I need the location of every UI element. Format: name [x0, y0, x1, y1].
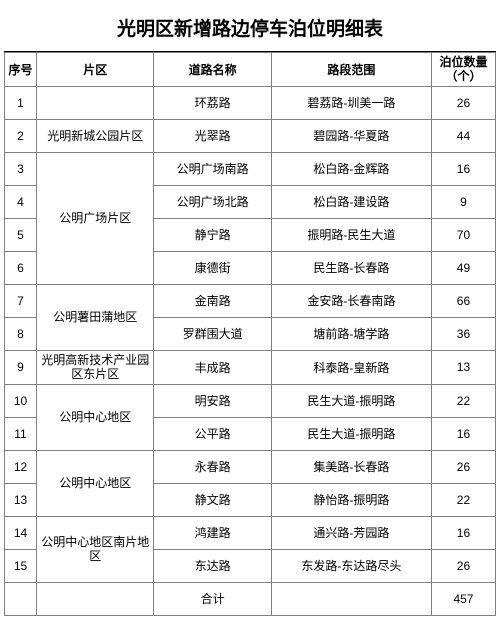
cell-range: 民生大道-振明路	[271, 384, 431, 417]
cell-seq: 1	[5, 86, 37, 119]
cell-road: 罗群围大道	[154, 317, 271, 350]
cell-range: 松白路-金辉路	[271, 152, 431, 185]
cell-range: 松白路-建设路	[271, 185, 431, 218]
cell-count: 66	[431, 284, 495, 317]
header-count: 泊位数量（个）	[431, 53, 495, 87]
cell-total-value: 457	[431, 582, 495, 615]
table-row: 7公明薯田蒲地区金南路金安路-长春南路66	[5, 284, 496, 317]
cell-seq: 5	[5, 218, 37, 251]
header-row: 序号 片区 道路名称 路段范围 泊位数量（个）	[5, 53, 496, 87]
cell-road: 永春路	[154, 450, 271, 483]
table-row: 3公明广场片区公明广场南路松白路-金辉路16	[5, 152, 496, 185]
cell-road: 光翠路	[154, 119, 271, 152]
cell-area	[37, 86, 154, 119]
cell-road: 明安路	[154, 384, 271, 417]
cell-range: 静怡路-振明路	[271, 483, 431, 516]
cell-seq: 6	[5, 251, 37, 284]
cell-road: 静宁路	[154, 218, 271, 251]
header-seq: 序号	[5, 53, 37, 87]
table-row: 2光明新城公园片区光翠路碧园路-华夏路44	[5, 119, 496, 152]
cell-range: 民生大道-振明路	[271, 417, 431, 450]
cell-range: 塘前路-塘学路	[271, 317, 431, 350]
cell-road: 丰成路	[154, 350, 271, 384]
total-row: 合计 457	[5, 582, 496, 615]
cell-empty	[271, 582, 431, 615]
cell-range: 科泰路-皇新路	[271, 350, 431, 384]
cell-count: 44	[431, 119, 495, 152]
cell-seq: 11	[5, 417, 37, 450]
cell-seq: 7	[5, 284, 37, 317]
cell-count: 9	[431, 185, 495, 218]
cell-range: 碧荔路-圳美一路	[271, 86, 431, 119]
cell-count: 36	[431, 317, 495, 350]
table-row: 12公明中心地区永春路集美路-长春路26	[5, 450, 496, 483]
cell-area: 公明广场片区	[37, 152, 154, 284]
table-row: 14公明中心地区南片地区鸿建路通兴路-芳园路16	[5, 516, 496, 549]
cell-seq: 13	[5, 483, 37, 516]
cell-range: 通兴路-芳园路	[271, 516, 431, 549]
parking-table: 序号 片区 道路名称 路段范围 泊位数量（个） 1环荔路碧荔路-圳美一路262光…	[4, 52, 496, 616]
cell-seq: 12	[5, 450, 37, 483]
cell-area: 公明中心地区南片地区	[37, 516, 154, 582]
cell-range: 民生路-长春路	[271, 251, 431, 284]
cell-road: 康德街	[154, 251, 271, 284]
cell-count: 16	[431, 516, 495, 549]
cell-empty	[37, 582, 154, 615]
cell-road: 静文路	[154, 483, 271, 516]
cell-count: 13	[431, 350, 495, 384]
cell-count: 26	[431, 549, 495, 582]
cell-seq: 3	[5, 152, 37, 185]
cell-count: 22	[431, 384, 495, 417]
cell-total-label: 合计	[154, 582, 271, 615]
cell-road: 金南路	[154, 284, 271, 317]
cell-seq: 9	[5, 350, 37, 384]
cell-range: 碧园路-华夏路	[271, 119, 431, 152]
table-row: 9光明高新技术产业园区东片区丰成路科泰路-皇新路13	[5, 350, 496, 384]
cell-road: 公明广场南路	[154, 152, 271, 185]
cell-count: 70	[431, 218, 495, 251]
cell-area: 公明中心地区	[37, 384, 154, 450]
cell-range: 金安路-长春南路	[271, 284, 431, 317]
cell-empty	[5, 582, 37, 615]
cell-count: 49	[431, 251, 495, 284]
cell-range: 集美路-长春路	[271, 450, 431, 483]
cell-range: 东发路-东达路尽头	[271, 549, 431, 582]
cell-area: 公明薯田蒲地区	[37, 284, 154, 350]
table-row: 10公明中心地区明安路民生大道-振明路22	[5, 384, 496, 417]
cell-count: 16	[431, 417, 495, 450]
cell-seq: 2	[5, 119, 37, 152]
cell-road: 环荔路	[154, 86, 271, 119]
cell-road: 公明广场北路	[154, 185, 271, 218]
cell-seq: 8	[5, 317, 37, 350]
cell-count: 16	[431, 152, 495, 185]
cell-count: 22	[431, 483, 495, 516]
cell-road: 东达路	[154, 549, 271, 582]
cell-seq: 14	[5, 516, 37, 549]
cell-seq: 10	[5, 384, 37, 417]
cell-area: 公明中心地区	[37, 450, 154, 516]
header-road: 道路名称	[154, 53, 271, 87]
cell-road: 公平路	[154, 417, 271, 450]
table-row: 1 环荔路碧荔路-圳美一路26	[5, 86, 496, 119]
cell-range: 振明路-民生大道	[271, 218, 431, 251]
header-area: 片区	[37, 53, 154, 87]
cell-seq: 4	[5, 185, 37, 218]
cell-area: 光明高新技术产业园区东片区	[37, 350, 154, 384]
cell-road: 鸿建路	[154, 516, 271, 549]
cell-count: 26	[431, 450, 495, 483]
header-range: 路段范围	[271, 53, 431, 87]
cell-count: 26	[431, 86, 495, 119]
cell-seq: 15	[5, 549, 37, 582]
cell-area: 光明新城公园片区	[37, 119, 154, 152]
table-title: 光明区新增路边停车泊位明细表	[4, 8, 496, 52]
